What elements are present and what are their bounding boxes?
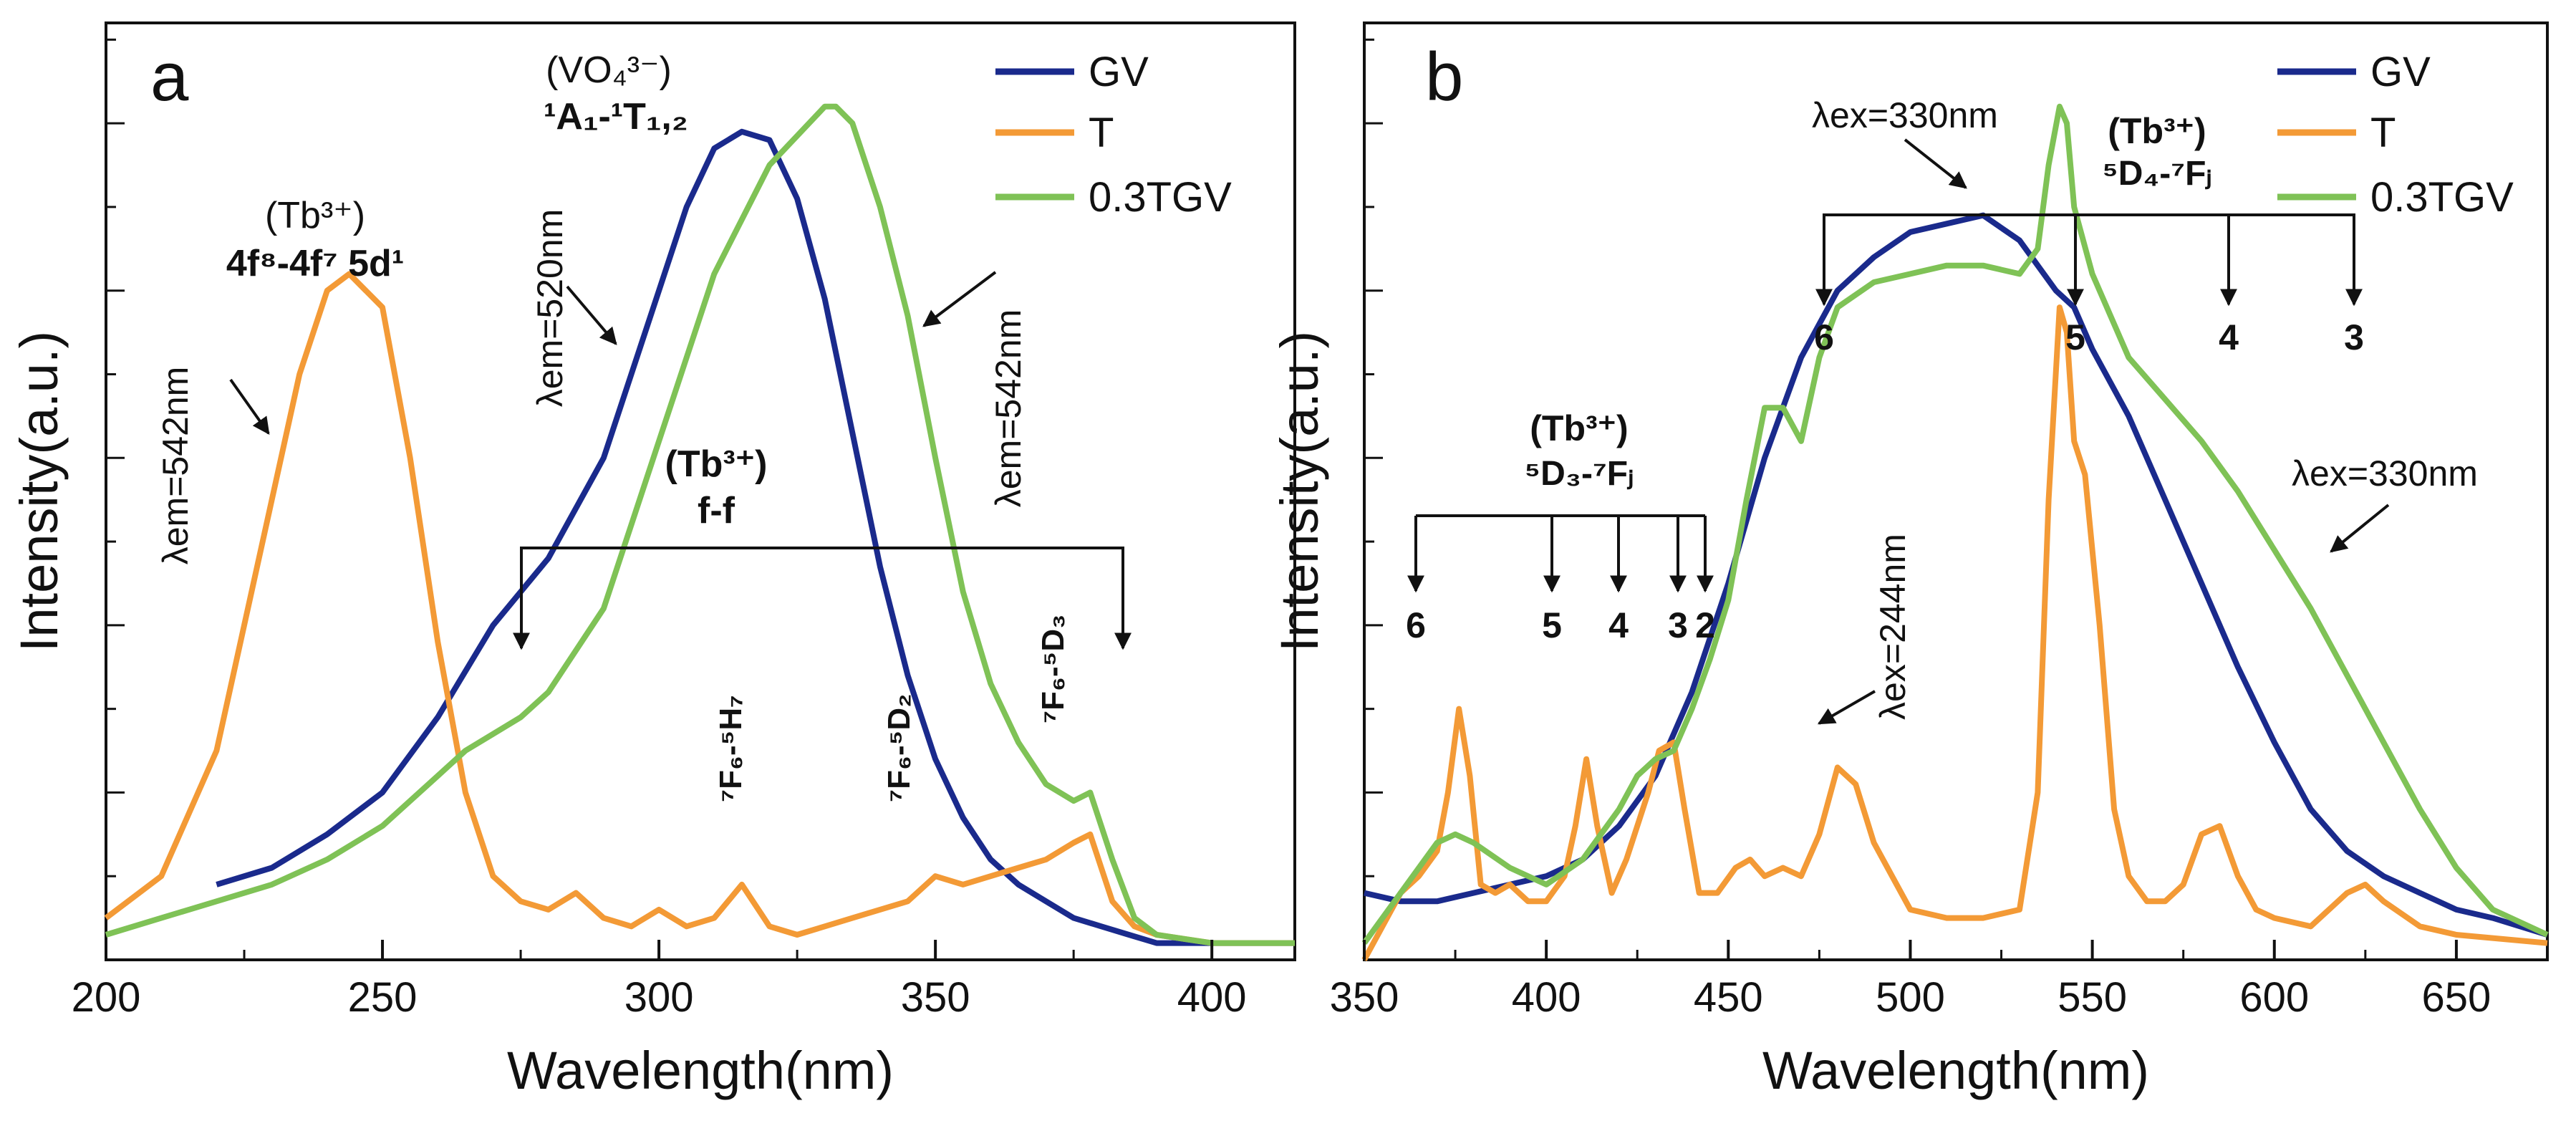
panel-a: 200 250 300 350 400 a Wavelength(nm) Intensi… bbox=[9, 21, 1296, 1100]
mid-arrow-label: 2 bbox=[1695, 605, 1715, 645]
arrow-520 bbox=[566, 285, 617, 345]
legend-label-t-b: T bbox=[2370, 110, 2396, 156]
tb-ff-title: (Tb³⁺) bbox=[665, 443, 768, 485]
top-arrow-label: 6 bbox=[1814, 317, 1834, 357]
panel-b-legend: GV T 0.3TGV bbox=[2277, 49, 2514, 221]
lambda-ex-330-top: λex=330nm bbox=[1812, 95, 1998, 135]
tb-transition-mid: ⁵D₃-⁷Fⱼ bbox=[1525, 455, 1634, 493]
lambda-em-542-right: λem=542nm bbox=[988, 309, 1028, 508]
arrow-542-right bbox=[922, 271, 997, 327]
panel-a-frame bbox=[105, 21, 1296, 961]
mid-arrow-label: 4 bbox=[1608, 605, 1629, 645]
panel-b-letter: b bbox=[1425, 39, 1463, 115]
series-t-line bbox=[1361, 304, 2548, 961]
x-tick-label: 400 bbox=[1512, 974, 1581, 1021]
transition-7f6-5d2: ⁷F₆-⁵D₂ bbox=[882, 693, 917, 802]
x-tick-label: 600 bbox=[2239, 974, 2309, 1021]
legend-label-tgv: 0.3TGV bbox=[1089, 174, 1232, 221]
x-tick-label: 250 bbox=[348, 974, 418, 1021]
lambda-em-542-left: λem=542nm bbox=[155, 367, 196, 565]
lambda-ex-330-right: λex=330nm bbox=[2292, 453, 2478, 494]
legend-label-gv-b: GV bbox=[2370, 49, 2431, 95]
tb-ff: f-f bbox=[698, 490, 735, 531]
arrow-330-top bbox=[1904, 138, 1967, 189]
x-tick-label: 350 bbox=[1330, 974, 1399, 1021]
vo4-transition: ¹A₁-¹T₁,₂ bbox=[544, 96, 688, 138]
panel-a-ylabel: Intensity(a.u.) bbox=[9, 331, 69, 652]
series-t-line bbox=[104, 271, 1295, 946]
tb-title-top: (Tb³⁺) bbox=[2108, 111, 2206, 151]
panel-b-frame bbox=[1363, 21, 2549, 961]
x-tick-label: 550 bbox=[2058, 974, 2127, 1021]
panel-b-xlabel: Wavelength(nm) bbox=[1762, 1041, 2149, 1100]
legend-label-gv: GV bbox=[1089, 49, 1149, 95]
arrow-244 bbox=[1817, 690, 1876, 725]
top-arrows: 6 5 4 3 bbox=[1814, 251, 2364, 357]
panel-a-annotations: (VO₄³⁻) ¹A₁-¹T₁,₂ λem=520nm λem=542nm (T… bbox=[155, 49, 1132, 802]
tb-transition-left: 4f⁸-4f⁷ 5d¹ bbox=[226, 243, 404, 284]
x-tick-label: 200 bbox=[72, 974, 141, 1021]
tb-title-left: (Tb³⁺) bbox=[265, 195, 365, 236]
vo4-title: (VO₄³⁻) bbox=[546, 49, 672, 91]
panel-a-series bbox=[104, 103, 1295, 946]
x-tick-label: 450 bbox=[1694, 974, 1763, 1021]
x-tick-label: 300 bbox=[624, 974, 694, 1021]
top-arrow-label: 3 bbox=[2344, 317, 2364, 357]
series-03tgv-line bbox=[105, 103, 1295, 946]
panel-b-ylabel: Intensity(a.u.) bbox=[1270, 331, 1329, 652]
panel-b-series bbox=[1361, 103, 2549, 961]
transition-7f6-5d3: ⁷F₆-⁵D₃ bbox=[1036, 615, 1071, 723]
tb-transition-top: ⁵D₄-⁷Fⱼ bbox=[2102, 155, 2212, 193]
panel-a-y-ticks bbox=[106, 38, 125, 877]
x-tick-label: 400 bbox=[1177, 974, 1247, 1021]
tb-title-mid: (Tb³⁺) bbox=[1530, 408, 1628, 448]
panel-b-x-ticks: 350 400 450 500 550 600 650 bbox=[1330, 940, 2549, 1021]
series-gv-line bbox=[1364, 212, 2549, 938]
series-gv-line bbox=[216, 128, 1295, 946]
panel-a-xlabel: Wavelength(nm) bbox=[507, 1041, 894, 1100]
top-arrow-label: 5 bbox=[2065, 317, 2085, 357]
arrow-330-right bbox=[2330, 504, 2390, 553]
lambda-em-520: λem=520nm bbox=[530, 209, 570, 408]
panel-b: 350 400 450 500 550 600 650 b Wavelength(nm) I… bbox=[1270, 21, 2549, 1100]
ff-bracket bbox=[520, 547, 1124, 641]
panel-a-x-ticks: 200 250 300 350 400 bbox=[72, 940, 1247, 1021]
top-arrow-label: 4 bbox=[2219, 317, 2239, 357]
panel-a-letter: a bbox=[150, 39, 189, 115]
mid-arrow-label: 6 bbox=[1406, 605, 1426, 645]
legend-label-t: T bbox=[1089, 110, 1114, 156]
lambda-ex-244: λex=244nm bbox=[1873, 534, 1913, 720]
panel-a-legend: GV T 0.3TGV bbox=[995, 49, 1232, 221]
transition-7f6-5h7: ⁷F₆-⁵H₇ bbox=[713, 695, 748, 802]
mid-arrow-label: 5 bbox=[1542, 605, 1562, 645]
mid-arrow-label: 3 bbox=[1668, 605, 1688, 645]
arrow-542-left bbox=[229, 378, 270, 435]
legend-label-tgv-b: 0.3TGV bbox=[2370, 174, 2514, 221]
x-tick-label: 350 bbox=[901, 974, 970, 1021]
x-tick-label: 650 bbox=[2422, 974, 2491, 1021]
x-tick-label: 500 bbox=[1876, 974, 1945, 1021]
series-03tgv-line bbox=[1361, 103, 2549, 945]
panel-b-y-ticks bbox=[1364, 38, 1383, 877]
